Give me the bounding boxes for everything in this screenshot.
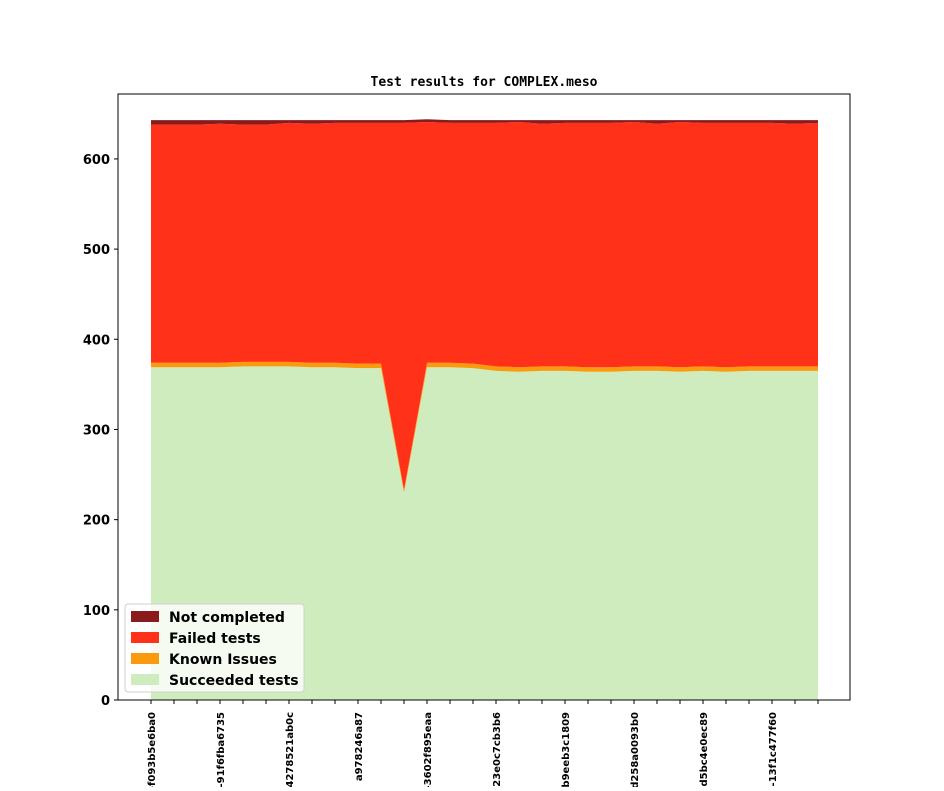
x-tick-label: -d5bc4e0ec89 xyxy=(699,712,710,787)
area-succeeded-tests xyxy=(151,366,818,700)
area-failed-tests xyxy=(151,121,818,490)
legend-box xyxy=(124,603,305,693)
x-tick-label: -3602f895eaa xyxy=(423,712,434,787)
y-tick-label: 600 xyxy=(83,153,110,168)
y-tick-label: 300 xyxy=(83,423,110,438)
legend-label-known-issues: Known Issues xyxy=(169,652,277,668)
y-axis: 0 100 200 300 400 500 600 xyxy=(83,153,118,709)
x-tick-label: 4278521ab0c xyxy=(285,712,296,787)
x-tick-label: -13f1c477f60 xyxy=(768,712,779,786)
y-tick-label: 200 xyxy=(83,514,110,529)
legend-swatch-known-issues xyxy=(131,653,159,664)
y-tick-label: 500 xyxy=(83,243,110,258)
y-tick-label: 400 xyxy=(83,333,110,348)
legend-label-not-completed: Not completed xyxy=(169,610,285,626)
legend: Not completed Failed tests Known Issues Suc… xyxy=(124,603,305,693)
x-tick-label: 23e0c7cb3b6 xyxy=(492,712,503,787)
legend-label-failed-tests: Failed tests xyxy=(169,631,261,647)
legend-swatch-succeeded-tests xyxy=(131,674,159,685)
legend-swatch-failed-tests xyxy=(131,632,159,643)
x-tick-label: -91f6fba6735 xyxy=(216,712,227,787)
legend-label-succeeded-tests: Succeeded tests xyxy=(169,673,299,689)
x-tick-label: d258a0093b0 xyxy=(630,712,641,787)
area-layer xyxy=(151,119,818,700)
x-tick-label: a978246a87 xyxy=(354,712,365,781)
chart-title: Test results for COMPLEX.meso xyxy=(371,75,598,90)
x-tick-label: b9eeb3c1809 xyxy=(561,712,572,787)
plot-frame xyxy=(117,93,851,701)
y-tick-label: 100 xyxy=(83,604,110,619)
x-axis: -f093b5e6ba0 -91f6fba6735 4278521ab0c a9782… xyxy=(147,700,819,791)
x-tick-label: -f093b5e6ba0 xyxy=(147,712,158,787)
area-not-completed xyxy=(151,119,818,125)
y-tick-label: 0 xyxy=(101,694,110,709)
legend-swatch-not-completed xyxy=(131,611,159,622)
